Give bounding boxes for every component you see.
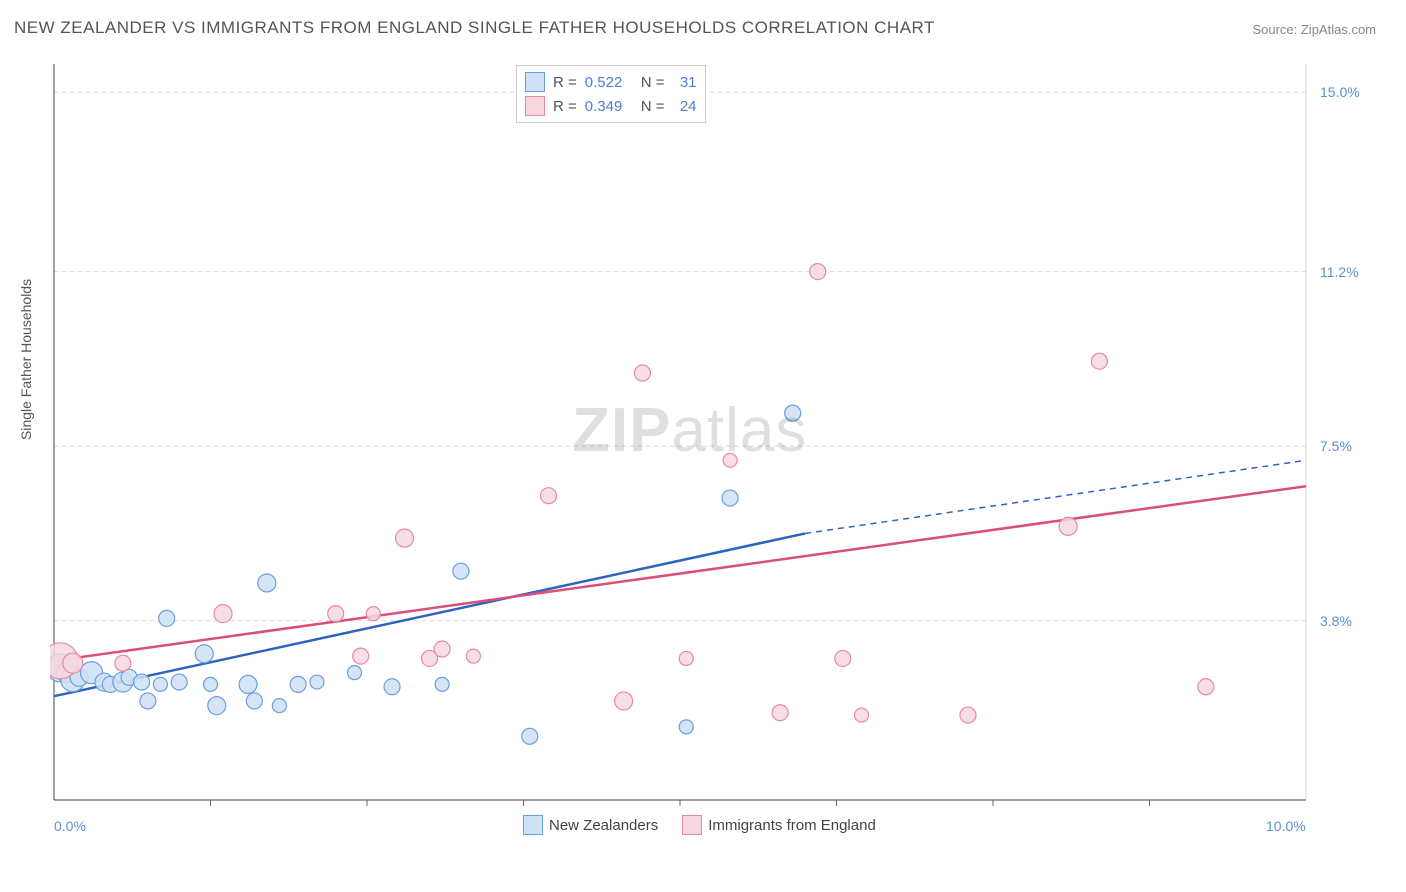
- legend-swatch: [523, 815, 543, 835]
- stat-r-key: R =: [553, 98, 577, 115]
- stat-n-key: N =: [641, 98, 665, 115]
- stats-legend-row: R = 0.349 N = 24: [525, 94, 697, 118]
- stats-legend: R = 0.522 N = 31 R = 0.349 N = 24: [516, 65, 706, 123]
- stat-n-key: N =: [641, 74, 665, 91]
- stat-r-val: 0.522: [585, 74, 633, 91]
- series-legend: New Zealanders Immigrants from England: [523, 815, 876, 835]
- scatter-plot: [50, 60, 1310, 830]
- ytick-label: 3.8%: [1320, 613, 1352, 629]
- legend-swatch: [525, 96, 545, 116]
- stats-legend-row: R = 0.522 N = 31: [525, 70, 697, 94]
- xtick-label: 10.0%: [1266, 818, 1306, 834]
- series-name: Immigrants from England: [708, 817, 876, 834]
- stat-r-val: 0.349: [585, 98, 633, 115]
- source-label: Source: ZipAtlas.com: [1252, 22, 1376, 37]
- ytick-label: 11.2%: [1320, 264, 1359, 280]
- legend-swatch: [682, 815, 702, 835]
- stat-r-key: R =: [553, 74, 577, 91]
- stat-n-val: 31: [673, 74, 697, 91]
- legend-swatch: [525, 72, 545, 92]
- series-name: New Zealanders: [549, 817, 658, 834]
- xtick-label: 0.0%: [54, 818, 86, 834]
- ytick-label: 7.5%: [1320, 438, 1352, 454]
- ytick-label: 15.0%: [1320, 84, 1360, 100]
- stat-n-val: 24: [673, 98, 697, 115]
- series-legend-item: New Zealanders: [523, 815, 658, 835]
- y-axis-label: Single Father Households: [18, 279, 34, 440]
- series-legend-item: Immigrants from England: [682, 815, 876, 835]
- chart-title: NEW ZEALANDER VS IMMIGRANTS FROM ENGLAND…: [14, 18, 935, 38]
